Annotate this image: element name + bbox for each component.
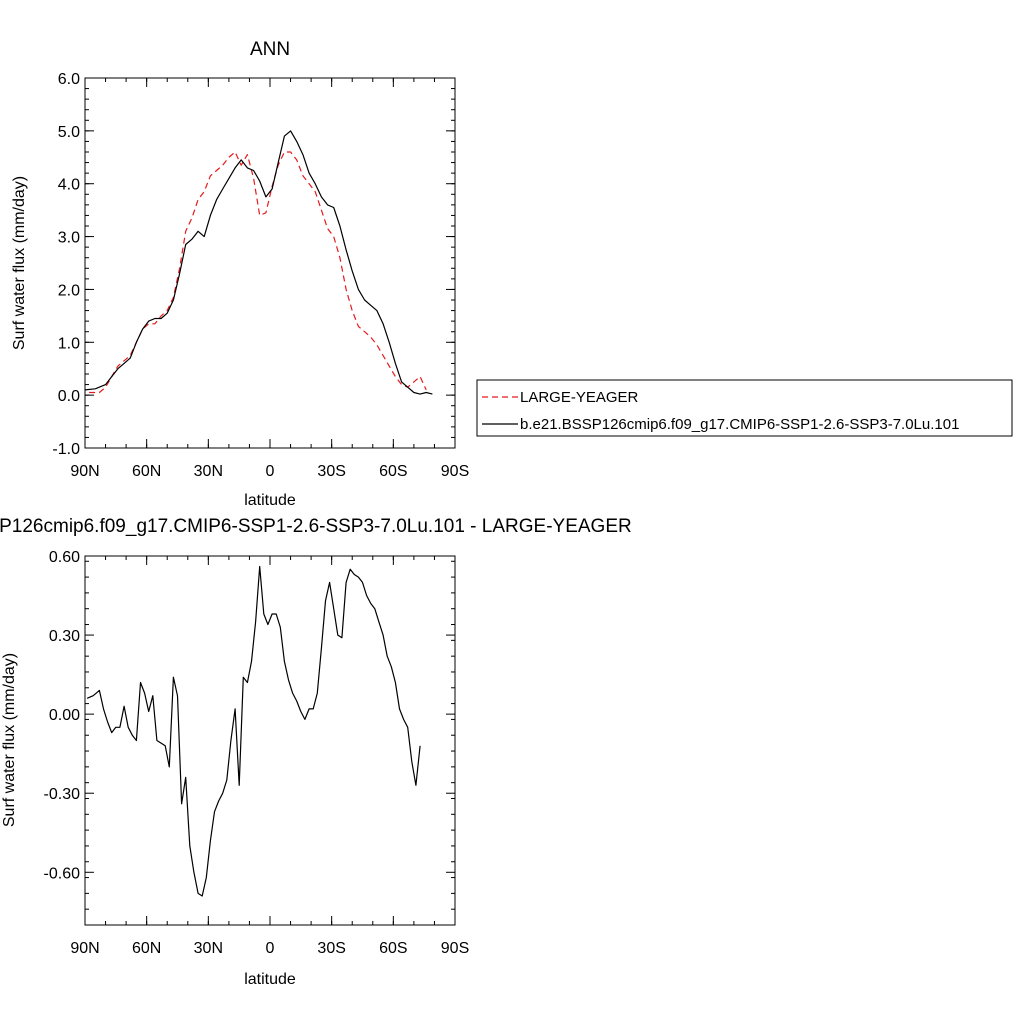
bottom-x-tick-label: 60S (379, 940, 407, 957)
top-x-tick-label: 0 (266, 463, 275, 480)
top-panel: ANN -1.0 0.0 1.0 2.0 3.0 4.0 5.0 6.0 90N 60N 30N 0 3… (11, 39, 469, 509)
bottom-x-axis-label: latitude (244, 971, 296, 988)
top-y-tick-label: 1.0 (58, 335, 80, 352)
bottom-y-tick-label: 0.30 (49, 628, 80, 645)
bottom-panel: b.e21.BSSP126cmip6.f09_g17.CMIP6-SSP1-2.… (0, 516, 632, 988)
top-y-tick-label: 4.0 (58, 177, 80, 194)
top-chart-title: ANN (250, 39, 290, 60)
top-y-axis-label: Surf water flux (mm/day) (11, 176, 28, 350)
top-axis-ticks: -1.0 0.0 1.0 2.0 3.0 4.0 5.0 6.0 90N 60N 30N 0 30S 60… (52, 71, 469, 480)
bottom-x-tick-label: 30S (317, 940, 345, 957)
top-x-tick-label: 30S (317, 463, 345, 480)
top-x-tick-label: 90S (441, 463, 469, 480)
top-series-line-1 (84, 130, 433, 395)
bottom-y-tick-label: 0.00 (49, 707, 80, 724)
bottom-chart-title: b.e21.BSSP126cmip6.f09_g17.CMIP6-SSP1-2.… (0, 516, 632, 537)
top-x-tick-label: 30N (194, 463, 223, 480)
top-x-tick-label: 60S (379, 463, 407, 480)
bottom-y-tick-label: -0.30 (44, 786, 81, 803)
bottom-x-tick-label: 90N (70, 940, 99, 957)
bottom-x-tick-label: 0 (266, 940, 275, 957)
bottom-y-tick-label: 0.60 (49, 549, 80, 566)
top-y-tick-label: 5.0 (58, 124, 80, 141)
bottom-y-tick-label: -0.60 (44, 865, 81, 882)
bottom-x-tick-label: 90S (441, 940, 469, 957)
legend-box (476, 379, 1013, 437)
bottom-series-line-0 (86, 565, 421, 897)
top-y-tick-label: 3.0 (58, 230, 80, 247)
bottom-x-tick-label: 60N (132, 940, 161, 957)
top-x-axis-label: latitude (244, 492, 296, 509)
top-x-tick-label: 60N (132, 463, 161, 480)
bottom-series-lines (86, 565, 421, 897)
top-y-tick-label: 2.0 (58, 282, 80, 299)
top-y-tick-label: 6.0 (58, 71, 80, 88)
bottom-axis-ticks: -0.60 -0.30 0.00 0.30 0.60 90N 60N 30N 0 30S 60S 90… (44, 549, 470, 957)
bottom-x-tick-label: 30N (194, 940, 223, 957)
top-x-tick-label: 90N (70, 463, 99, 480)
legend-label-large-yeager: LARGE-YEAGER (520, 389, 639, 406)
legend-label-bssp126: b.e21.BSSP126cmip6.f09_g17.CMIP6-SSP1-2.… (520, 416, 959, 433)
legend: LARGE-YEAGER b.e21.BSSP126cmip6.f09_g17.… (476, 379, 1013, 437)
top-y-tick-label: 0.0 (58, 388, 80, 405)
bottom-y-axis-label: Surf water flux (mm/day) (1, 653, 18, 827)
top-series-lines (84, 130, 433, 395)
top-y-tick-label: -1.0 (52, 441, 80, 458)
